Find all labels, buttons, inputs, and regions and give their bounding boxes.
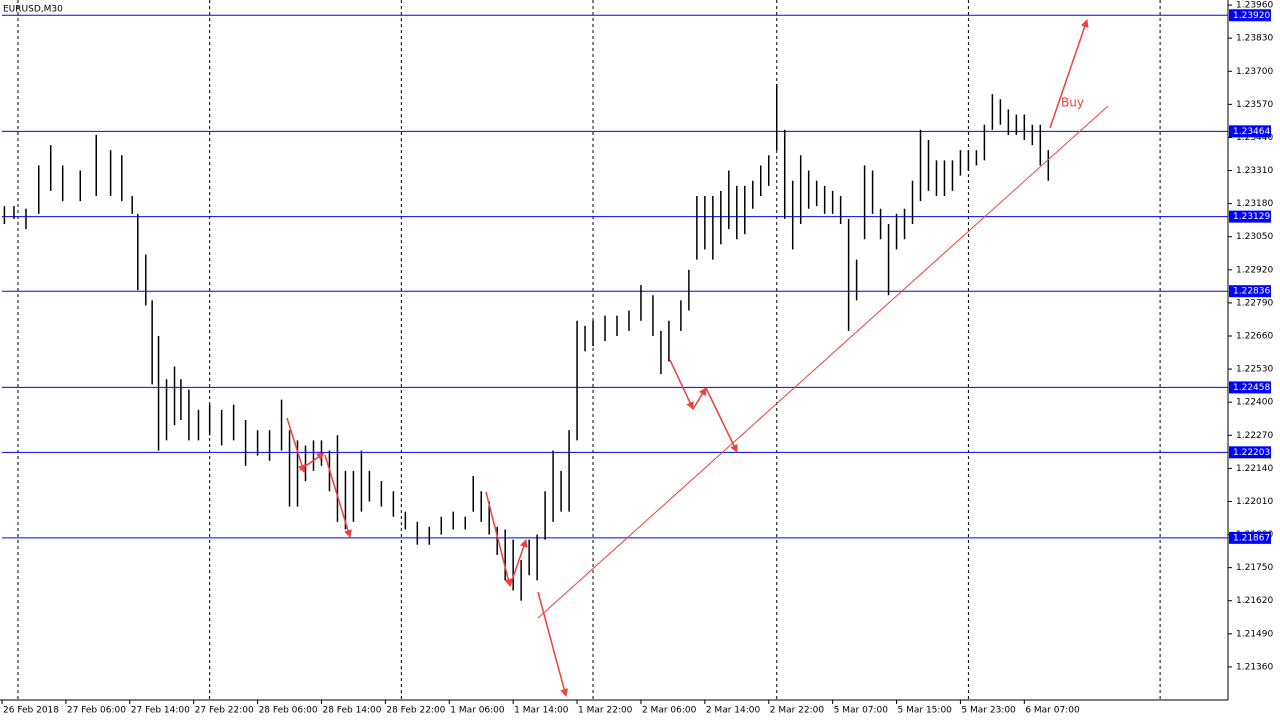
level-label: 1.22203 <box>1233 448 1270 458</box>
plot-area <box>2 0 1228 700</box>
y-tick-label: 1.23050 <box>1236 232 1273 242</box>
x-tick-label: 5 Mar 07:00 <box>834 706 889 716</box>
arrow <box>299 452 325 471</box>
drawings <box>286 19 1109 697</box>
x-tick-label: 1 Mar 06:00 <box>450 706 505 716</box>
y-tick-label: 1.23960 <box>1236 1 1273 11</box>
y-tick-label: 1.22790 <box>1236 298 1273 308</box>
level-label: 1.23464 <box>1233 127 1270 137</box>
x-tick-label: 27 Feb 22:00 <box>195 706 254 716</box>
chart-title: EURUSD,M30 <box>3 5 63 15</box>
x-tick-label: 1 Mar 14:00 <box>514 706 569 716</box>
arrow <box>692 387 707 410</box>
x-tick-label: 28 Feb 06:00 <box>259 706 318 716</box>
x-tick-label: 5 Mar 15:00 <box>898 706 953 716</box>
x-tick-label: 28 Feb 14:00 <box>322 706 381 716</box>
arrow <box>485 491 513 587</box>
x-tick-label: 2 Mar 14:00 <box>706 706 761 716</box>
arrow <box>537 591 569 697</box>
x-tick-label: 5 Mar 23:00 <box>961 706 1016 716</box>
y-tick-label: 1.23830 <box>1236 34 1273 44</box>
y-tick-label: 1.22660 <box>1236 332 1273 342</box>
y-tick-label: 1.22270 <box>1236 431 1273 441</box>
arrow <box>324 454 352 538</box>
level-label: 1.21867 <box>1233 533 1270 543</box>
y-tick-label: 1.21360 <box>1236 662 1273 672</box>
y-tick-label: 1.23700 <box>1236 67 1273 77</box>
level-label-box <box>1229 125 1271 138</box>
level-label-box <box>1229 9 1271 22</box>
y-tick-label: 1.21620 <box>1236 596 1273 606</box>
arrow <box>705 387 738 453</box>
annotation: Buy <box>1061 96 1084 110</box>
level-label: 1.22458 <box>1233 383 1270 393</box>
level-label: 1.23920 <box>1233 11 1270 21</box>
x-tick-label: 28 Feb 22:00 <box>386 706 445 716</box>
level-label-box <box>1229 285 1271 298</box>
arrow <box>509 539 528 587</box>
y-tick-label: 1.21490 <box>1236 629 1273 639</box>
x-tick-label: 2 Mar 22:00 <box>770 706 825 716</box>
x-tick-label: 2 Mar 06:00 <box>642 706 697 716</box>
y-tick-label: 1.23310 <box>1236 166 1273 176</box>
arrow <box>286 417 306 473</box>
y-tick-label: 1.23440 <box>1236 133 1273 143</box>
y-tick-label: 1.22530 <box>1236 365 1273 375</box>
x-tick-label: 26 Feb 2018 <box>3 706 59 716</box>
y-tick-label: 1.23570 <box>1236 100 1273 110</box>
level-label-box <box>1229 446 1271 459</box>
level-label: 1.23129 <box>1233 212 1270 222</box>
x-tick-label: 27 Feb 06:00 <box>67 706 126 716</box>
y-tick-label: 1.22140 <box>1236 464 1273 474</box>
trend-line <box>537 105 1109 619</box>
x-tick-label: 1 Mar 22:00 <box>578 706 633 716</box>
level-label: 1.22836 <box>1233 287 1270 297</box>
level-label-box <box>1229 531 1271 544</box>
y-tick-label: 1.23180 <box>1236 199 1273 209</box>
level-label-box <box>1229 381 1271 394</box>
y-tick-label: 1.22400 <box>1236 398 1273 408</box>
y-tick-label: 1.22010 <box>1236 497 1273 507</box>
arrow <box>669 359 694 410</box>
y-tick-label: 1.21750 <box>1236 563 1273 573</box>
x-tick-label: 27 Feb 14:00 <box>131 706 190 716</box>
arrow <box>1049 19 1089 129</box>
y-tick-label: 1.22920 <box>1236 265 1273 275</box>
x-tick-label: 6 Mar 07:00 <box>1025 706 1080 716</box>
level-label-box <box>1229 210 1271 223</box>
